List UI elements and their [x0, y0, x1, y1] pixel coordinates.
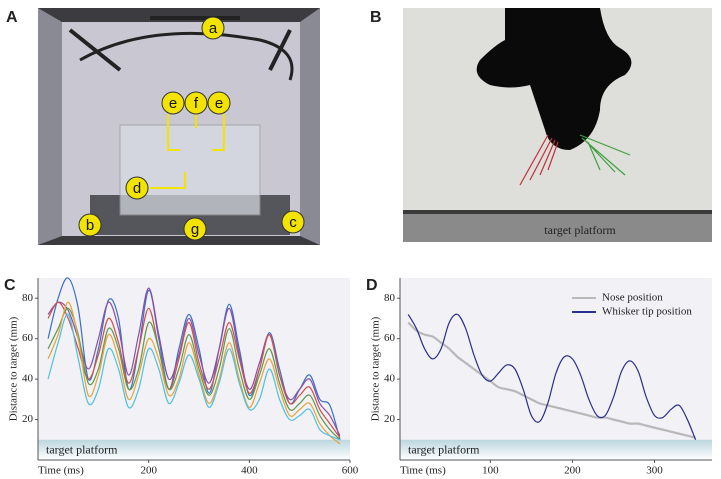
- plot-background: [38, 278, 350, 460]
- marker-label: d: [133, 180, 141, 197]
- marker-label: a: [209, 20, 218, 37]
- target-band: [38, 439, 350, 460]
- marker-label: e: [215, 95, 223, 112]
- photo-b: target platform: [403, 8, 712, 242]
- photo-a: a e f e d b g c: [38, 8, 320, 245]
- y-tick-label: 40: [22, 373, 34, 385]
- marker-label: e: [169, 95, 177, 112]
- marker: [201, 16, 225, 40]
- marker: [207, 91, 231, 115]
- series-line: [47, 287, 341, 437]
- legend-label: Nose position: [602, 292, 663, 304]
- series-line: [407, 321, 696, 439]
- x-tick-label: 100: [482, 465, 499, 477]
- y-tick-label: 80: [384, 292, 396, 304]
- x-tick-label: 300: [646, 465, 663, 477]
- y-axis-label: Distance to target (mm): [370, 316, 382, 421]
- series-line: [47, 307, 341, 441]
- marker-label: c: [289, 214, 297, 231]
- series-line: [47, 301, 341, 445]
- platform-edge: [403, 210, 712, 214]
- y-axis-label: Distance to target (mm): [8, 316, 20, 421]
- marker: [281, 210, 305, 234]
- y-tick-label: 40: [384, 373, 396, 385]
- cable: [79, 31, 294, 81]
- marker-label: f: [194, 95, 199, 112]
- target-band: [400, 439, 712, 460]
- marker-label: g: [191, 221, 199, 238]
- x-tick-label: 200: [564, 465, 581, 477]
- whisker: [579, 134, 631, 176]
- target-label: target platform: [46, 443, 118, 457]
- panel-label: C: [4, 277, 16, 294]
- marker: [183, 217, 207, 241]
- platform: [403, 210, 712, 242]
- whisker: [519, 134, 559, 186]
- y-tick-label: 60: [22, 332, 34, 344]
- series-line: [407, 313, 697, 441]
- marker: [161, 91, 185, 115]
- target-label: target platform: [408, 443, 480, 457]
- panel-label: D: [366, 277, 378, 294]
- y-tick-label: 60: [384, 332, 396, 344]
- camera-mount: [68, 16, 292, 72]
- series-line: [47, 301, 341, 439]
- panel-label: A: [6, 9, 18, 26]
- x-axis-label: Time (ms): [400, 465, 446, 477]
- wall: [38, 8, 62, 245]
- marker: [125, 176, 149, 200]
- x-axis-label: Time (ms): [38, 465, 84, 477]
- x-tick-label: 600: [342, 465, 359, 477]
- x-tick-label: 200: [140, 465, 157, 477]
- mouse: [476, 8, 632, 150]
- panel-label: B: [370, 9, 382, 26]
- legend-label: Whisker tip position: [602, 306, 692, 318]
- marker: [184, 91, 208, 115]
- y-tick-label: 20: [384, 413, 396, 425]
- x-tick-label: 400: [241, 465, 258, 477]
- wall: [300, 8, 320, 245]
- pointer: [150, 114, 225, 189]
- y-tick-label: 80: [22, 292, 34, 304]
- series-line: [47, 313, 341, 441]
- marker-label: b: [86, 217, 94, 234]
- caption: target platform: [544, 223, 616, 237]
- marker: [78, 213, 102, 237]
- apparatus: [119, 124, 261, 216]
- y-tick-label: 20: [22, 413, 34, 425]
